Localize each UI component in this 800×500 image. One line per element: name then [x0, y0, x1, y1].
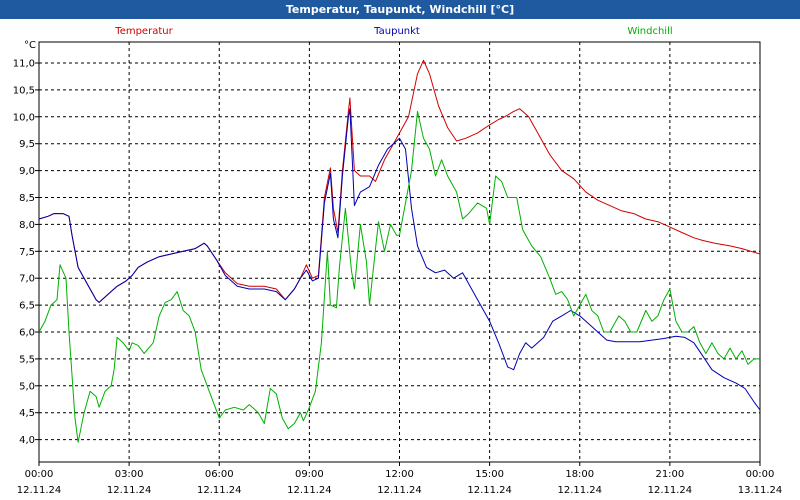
y-tick-label: 9,0	[19, 166, 35, 177]
x-tick-date: 12.11.24	[287, 485, 332, 496]
x-tick-time: 06:00	[205, 469, 234, 480]
x-tick-date: 12.11.24	[377, 485, 422, 496]
x-tick-date: 12.11.24	[648, 485, 693, 496]
x-tick-time: 15:00	[475, 469, 504, 480]
legend-taupunkt: Taupunkt	[373, 26, 420, 37]
y-tick-label: 6,0	[19, 328, 35, 339]
x-tick-time: 18:00	[565, 469, 594, 480]
y-tick-label: 10,0	[13, 112, 35, 123]
x-tick-date: 12.11.24	[197, 485, 242, 496]
x-tick-date: 12.11.24	[467, 485, 512, 496]
y-tick-label: 4,5	[19, 408, 35, 419]
x-tick-date: 12.11.24	[107, 485, 152, 496]
x-tick-date: 13.11.24	[738, 485, 783, 496]
x-tick-time: 00:00	[746, 469, 775, 480]
legend-temperatur: Temperatur	[114, 26, 173, 37]
series-lines	[38, 59, 761, 443]
y-axis-unit-label: °C	[24, 40, 36, 51]
y-tick-label: 8,5	[19, 193, 35, 204]
y-tick-label: 4,0	[19, 435, 35, 446]
x-tick-time: 03:00	[115, 469, 144, 480]
legend-windchill: Windchill	[627, 26, 672, 37]
y-tick-label: 5,5	[19, 354, 35, 365]
y-tick-label: 9,5	[19, 139, 35, 150]
y-tick-label: 6,5	[19, 301, 35, 312]
chart-title: Temperatur, Taupunkt, Windchill [°C]	[0, 0, 800, 19]
x-tick-time: 00:00	[25, 469, 54, 480]
legend: Temperatur Taupunkt Windchill	[114, 26, 672, 37]
y-tick-label: 7,5	[19, 247, 35, 258]
y-tick-label: 10,5	[13, 85, 35, 96]
y-tick-label: 5,0	[19, 381, 35, 392]
y-tick-label: 11,0	[13, 59, 35, 70]
y-tick-label: 7,0	[19, 274, 35, 285]
series-line-taupunkt	[38, 108, 761, 411]
x-tick-date: 12.11.24	[17, 485, 62, 496]
grid	[39, 42, 760, 462]
series-line-windchill	[38, 110, 760, 443]
x-tick-time: 12:00	[385, 469, 414, 480]
x-tick-time: 21:00	[655, 469, 684, 480]
y-tick-label: 8,0	[19, 220, 35, 231]
x-tick-date: 12.11.24	[557, 485, 602, 496]
x-tick-time: 09:00	[295, 469, 324, 480]
axis-ticks: 11,0 10,5 10,0 9,5 9,0 8,5 8,0 7,5 7,0 6,5 6,0 5,5 5…	[13, 59, 783, 497]
